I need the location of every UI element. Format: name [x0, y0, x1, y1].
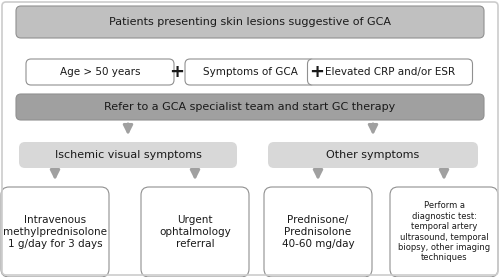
FancyBboxPatch shape: [264, 187, 372, 277]
Text: Patients presenting skin lesions suggestive of GCA: Patients presenting skin lesions suggest…: [109, 17, 391, 27]
FancyBboxPatch shape: [19, 142, 237, 168]
FancyBboxPatch shape: [308, 59, 472, 85]
Text: Perform a
diagnostic test:
temporal artery
ultrasound, temporal
biopsy, other im: Perform a diagnostic test: temporal arte…: [398, 201, 490, 263]
Text: Ischemic visual symptoms: Ischemic visual symptoms: [54, 150, 202, 160]
FancyBboxPatch shape: [185, 59, 315, 85]
FancyBboxPatch shape: [26, 59, 174, 85]
Text: Age > 50 years: Age > 50 years: [60, 67, 140, 77]
Text: Other symptoms: Other symptoms: [326, 150, 420, 160]
FancyBboxPatch shape: [141, 187, 249, 277]
FancyBboxPatch shape: [1, 187, 109, 277]
Text: Elevated CRP and/or ESR: Elevated CRP and/or ESR: [325, 67, 455, 77]
FancyBboxPatch shape: [268, 142, 478, 168]
Text: Intravenous
methylprednisolone
1 g/day for 3 days: Intravenous methylprednisolone 1 g/day f…: [3, 216, 107, 248]
Text: +: +: [170, 63, 184, 81]
Text: Urgent
ophtalmology
referral: Urgent ophtalmology referral: [159, 216, 231, 248]
FancyBboxPatch shape: [390, 187, 498, 277]
FancyBboxPatch shape: [16, 94, 484, 120]
Text: Prednisone/
Prednisolone
40-60 mg/day: Prednisone/ Prednisolone 40-60 mg/day: [282, 216, 354, 248]
Text: +: +: [310, 63, 324, 81]
Text: Refer to a GCA specialist team and start GC therapy: Refer to a GCA specialist team and start…: [104, 102, 396, 112]
Text: Symptoms of GCA: Symptoms of GCA: [202, 67, 298, 77]
FancyBboxPatch shape: [16, 6, 484, 38]
